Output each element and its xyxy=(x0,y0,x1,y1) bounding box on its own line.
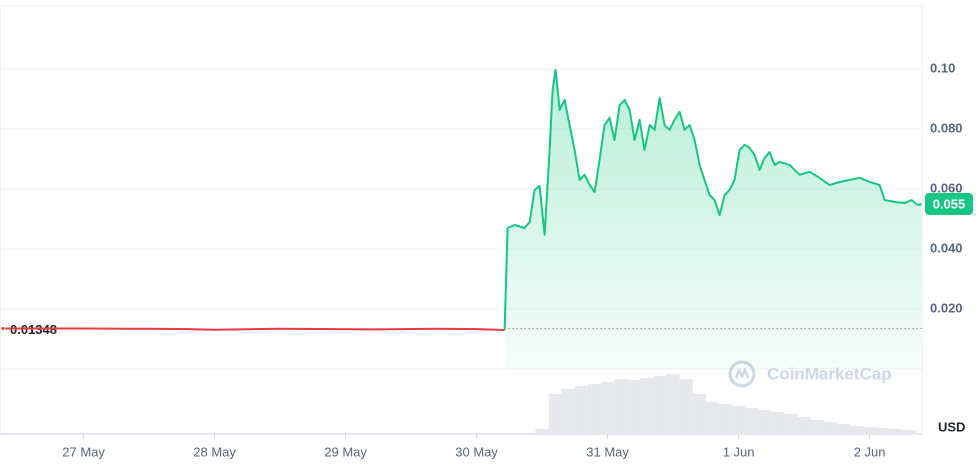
volume-bar xyxy=(823,422,837,434)
volume-bar xyxy=(732,406,746,434)
volume-bar xyxy=(705,402,719,434)
watermark: CoinMarketCap xyxy=(767,364,892,383)
price-line xyxy=(5,327,505,331)
volume-bar xyxy=(745,408,759,434)
volume-bar xyxy=(718,404,733,434)
x-tick-label: 27 May xyxy=(62,444,105,459)
price-line xyxy=(503,68,922,331)
area xyxy=(504,69,922,370)
badge-box xyxy=(925,192,973,215)
volume-bar xyxy=(902,430,916,434)
volume-bar xyxy=(666,374,680,434)
volume-bar xyxy=(640,378,654,434)
badge-label: 0.055 xyxy=(933,196,966,211)
volume-bar xyxy=(876,428,890,434)
volume-bar xyxy=(849,426,864,434)
volume-bar xyxy=(587,384,602,434)
volume-bar xyxy=(784,414,798,434)
x-tick-label: 30 May xyxy=(455,444,498,459)
volume-bar xyxy=(627,380,641,434)
volume-bar xyxy=(692,394,706,434)
y-tick-label: 0.060 xyxy=(930,180,963,195)
volume-bar xyxy=(574,386,588,434)
volume-bar xyxy=(653,376,667,434)
volume-bar xyxy=(810,420,824,434)
volume-bar xyxy=(614,379,628,434)
reference-dot xyxy=(1,327,5,331)
volume-bar xyxy=(679,379,693,434)
volume-bar xyxy=(889,429,903,434)
volume-bar xyxy=(836,424,850,434)
y-tick-label: 0.10 xyxy=(930,60,955,75)
currency-label: USD xyxy=(938,419,965,434)
volume-bar xyxy=(758,410,772,434)
y-tick-label: 0.020 xyxy=(930,300,963,315)
volume-bar xyxy=(548,394,562,434)
volume-bar xyxy=(797,417,811,434)
volume-bar xyxy=(561,389,575,434)
x-tick-label: 31 May xyxy=(586,444,629,459)
x-tick-label: 28 May xyxy=(193,444,236,459)
price-badge: 0.055 xyxy=(925,192,973,215)
volume-bar xyxy=(535,429,549,434)
x-tick-label: 29 May xyxy=(324,444,367,459)
volume-bar xyxy=(771,412,785,434)
y-tick-label: 0.080 xyxy=(930,120,963,135)
x-tick-label: 2 Jun xyxy=(854,444,886,459)
x-tick-label: 1 Jun xyxy=(723,444,755,459)
volume-bar xyxy=(863,427,877,434)
volume-bar xyxy=(601,382,615,434)
y-tick-label: 0.040 xyxy=(930,240,963,255)
